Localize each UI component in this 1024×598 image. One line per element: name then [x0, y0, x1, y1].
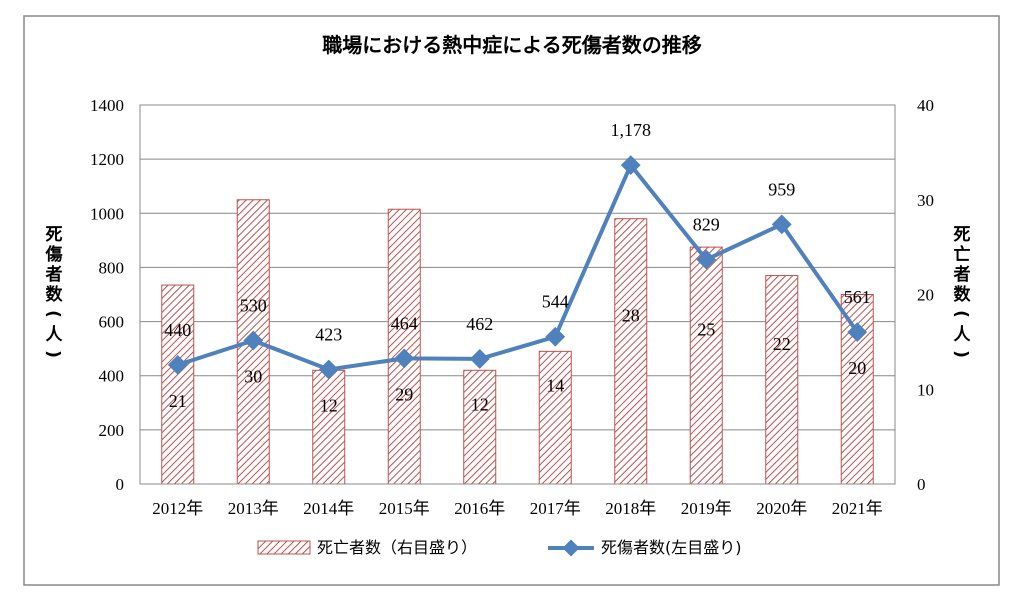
x-tick-label: 2015年	[379, 499, 430, 518]
bar-data-label: 12	[320, 395, 338, 415]
chart-title: 職場における熱中症による死傷者数の推移	[322, 33, 701, 57]
right-axis-label: 死亡者数 ( 人)	[951, 225, 972, 358]
left-tick-label: 200	[99, 421, 125, 440]
left-axis-label-char: 数	[46, 284, 64, 305]
legend-bar-swatch	[257, 540, 311, 555]
x-tick-label: 2018年	[605, 499, 656, 518]
x-tick-label: 2020年	[756, 499, 807, 518]
x-tick-label: 2019年	[681, 499, 732, 518]
right-axis-label-char: 者	[953, 264, 971, 285]
line-point	[167, 354, 188, 375]
line-data-label: 544	[542, 292, 569, 312]
left-tick-label: 1200	[90, 150, 124, 169]
right-axis-label-char: 死	[954, 225, 971, 245]
right-tick-label: 20	[917, 286, 934, 305]
x-tick-label: 2017年	[530, 499, 581, 518]
bar-data-label: 22	[773, 334, 791, 354]
right-tick-label: 30	[917, 191, 934, 210]
bar	[538, 350, 572, 485]
bar-data-label: 25	[697, 320, 715, 340]
x-tick-label: 2021年	[832, 499, 883, 518]
left-tick-label: 1000	[90, 204, 124, 223]
left-tick-label: 600	[99, 313, 125, 332]
line-data-label: 1,178	[611, 120, 652, 140]
line-point	[469, 349, 490, 369]
right-axis-label-char: 人	[954, 325, 972, 345]
right-axis-label-char: (	[951, 310, 971, 318]
left-axis-ticks: 0 200 400 600 800 1000 1200 1400	[90, 96, 124, 494]
left-tick-label: 1400	[90, 96, 124, 115]
line-data-label: 561	[844, 287, 871, 307]
series-line	[177, 163, 859, 372]
bar	[614, 218, 648, 485]
right-axis-label-char: )	[951, 350, 971, 358]
legend-line-marker	[562, 539, 580, 557]
left-axis-label-char: 者	[45, 264, 63, 285]
x-tick-label: 2016年	[454, 499, 505, 518]
right-tick-label: 0	[917, 475, 926, 494]
right-axis-ticks: 0 10 20 30 40	[917, 96, 934, 494]
bar-data-label: 29	[395, 384, 413, 404]
line-data-labels: 440 530 423 464 462 544 1,178 829 959 561	[164, 120, 871, 344]
line-data-label: 423	[315, 324, 342, 344]
bar	[689, 246, 723, 485]
right-tick-label: 40	[917, 96, 934, 115]
legend-line-label: 死傷者数(左目盛り)	[601, 538, 742, 557]
left-tick-label: 0	[116, 475, 125, 494]
x-tick-label: 2013年	[228, 499, 279, 518]
left-tick-label: 400	[99, 367, 125, 386]
bar-data-label: 21	[169, 391, 187, 411]
line-point	[394, 348, 415, 369]
bar	[463, 369, 497, 485]
legend-bar-label: 死亡者数（右目盛り）	[317, 538, 477, 557]
bar-data-label: 12	[471, 394, 489, 414]
left-axis-label-char: )	[43, 350, 63, 358]
line-data-label: 440	[164, 320, 191, 340]
line-point	[318, 359, 339, 380]
plot-border	[139, 104, 896, 485]
bar-data-label: 14	[546, 375, 564, 395]
line-point	[243, 330, 264, 351]
left-axis-label-char: (	[43, 310, 63, 318]
legend: 死亡者数（右目盛り） 死傷者数(左目盛り)	[257, 538, 742, 557]
line-point	[847, 322, 868, 343]
left-axis-label-char: 傷	[45, 244, 63, 265]
bar	[387, 208, 421, 485]
x-tick-label: 2012年	[152, 499, 203, 518]
left-axis-label-char: 死	[46, 225, 63, 245]
x-axis-ticks: 2012年 2013年 2014年 2015年 2016年 2017年 2018年 2019年…	[152, 499, 883, 518]
x-tick-label: 2014年	[303, 499, 354, 518]
right-tick-label: 10	[917, 380, 934, 399]
bar-data-label: 28	[622, 305, 640, 325]
bar-data-labels: 21 30 12 29 12 14 28 25 22 20	[169, 305, 867, 415]
line-point	[545, 326, 566, 347]
right-axis-label-char: 数	[954, 284, 972, 305]
bar-data-label: 20	[848, 358, 866, 378]
bar	[765, 275, 799, 485]
right-axis-label-char: 亡	[954, 244, 971, 265]
left-tick-label: 800	[99, 258, 125, 277]
bar	[312, 369, 346, 485]
bar-data-label: 30	[244, 367, 262, 387]
bar	[161, 284, 195, 485]
left-axis-label-char: 人	[46, 325, 64, 345]
line-data-label: 530	[240, 296, 267, 316]
left-axis-label: 死傷者数 ( 人)	[43, 225, 64, 358]
line-data-label: 464	[391, 313, 418, 333]
line-data-label: 829	[693, 215, 720, 235]
line-data-label: 959	[768, 179, 795, 199]
line-data-label: 462	[466, 314, 493, 334]
